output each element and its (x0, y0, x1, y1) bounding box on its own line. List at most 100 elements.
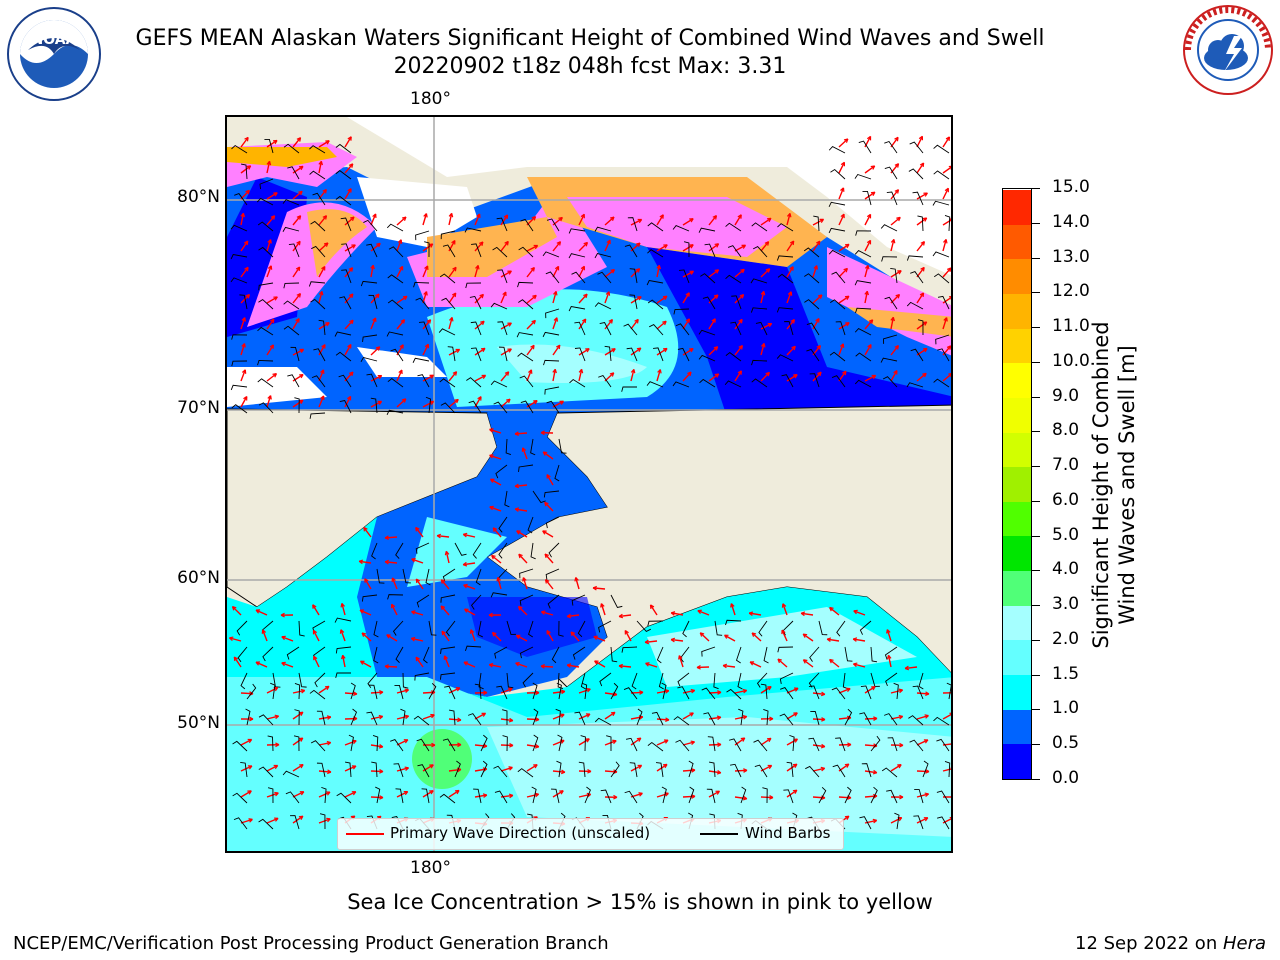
wave-direction-arrow (760, 268, 771, 278)
wave-arrowhead (566, 613, 572, 619)
wind-barb (574, 347, 586, 362)
wind-barb (465, 282, 482, 289)
wave-arrowhead (274, 817, 279, 822)
wave-direction-arrow (344, 344, 352, 356)
wave-arrowhead (535, 690, 540, 696)
wave-arrowhead (923, 817, 929, 822)
wave-direction-arrow (500, 687, 513, 694)
wind-barb (439, 672, 456, 680)
wave-direction-arrow (266, 715, 279, 720)
wave-arrowhead (322, 215, 328, 220)
wind-barb (366, 373, 378, 388)
wind-barb (777, 273, 794, 284)
wind-barb (335, 170, 352, 180)
wave-direction-arrow (522, 447, 528, 460)
colorbar-tick-mark (1032, 188, 1040, 189)
wave-direction-arrow (890, 345, 899, 356)
wave-direction-arrow (463, 661, 476, 668)
wind-barb (917, 319, 924, 336)
lat-label-50: 50°N (177, 713, 220, 733)
wave-direction-arrow (708, 373, 720, 382)
wave-direction-arrow (370, 796, 384, 799)
lat-label-70: 70°N (177, 398, 220, 418)
wave-arrowhead (896, 216, 901, 222)
wind-barb (387, 299, 404, 310)
wind-barb (395, 788, 404, 804)
wave-direction-arrow (422, 265, 429, 278)
wave-direction-arrow (786, 712, 798, 720)
colorbar-label: Significant Height of Combined Wind Wave… (1088, 275, 1140, 695)
wind-barb (781, 374, 794, 388)
wave-arrowhead (483, 690, 488, 696)
wind-barb (313, 348, 326, 362)
wave-arrowhead (267, 239, 272, 244)
wave-arrowhead (532, 294, 537, 300)
wave-direction-arrow (682, 712, 694, 720)
wind-barb (477, 620, 483, 638)
wind-barb (335, 143, 352, 154)
wind-barb (440, 646, 456, 655)
wave-direction-arrow (916, 739, 929, 746)
wind-barb (368, 684, 378, 700)
wave-direction-arrow (552, 713, 565, 720)
wave-arrowhead (398, 369, 403, 375)
wave-arrowhead (847, 742, 852, 748)
wave-direction-arrow (491, 554, 502, 564)
wave-direction-arrow (751, 632, 762, 642)
wave-direction-swatch (346, 833, 384, 835)
wind-barb (859, 620, 872, 635)
wind-barb (371, 542, 378, 560)
wind-barb (594, 226, 612, 232)
wave-arrowhead (662, 763, 668, 769)
wind-barb (753, 739, 768, 752)
wind-barb (425, 568, 431, 586)
wave-arrowhead (943, 317, 948, 322)
wave-arrowhead (843, 138, 849, 143)
wind-barb (808, 685, 820, 700)
wave-direction-arrow (864, 165, 876, 174)
nws-logo (1180, 2, 1273, 95)
wave-direction-arrow (593, 635, 606, 642)
wind-barb (336, 792, 352, 804)
wind-barb (335, 351, 352, 362)
wave-direction-arrow (344, 244, 356, 252)
wave-direction-arrow (422, 790, 434, 798)
colorbar-tick-label: 1.5 (1052, 663, 1080, 684)
wave-arrowhead (475, 265, 480, 270)
wind-barb (518, 246, 534, 258)
wave-arrowhead (802, 633, 808, 638)
wave-arrowhead (581, 318, 587, 324)
wind-barb (584, 786, 591, 804)
wave-arrowhead (404, 688, 409, 693)
wave-direction-arrow (853, 610, 866, 616)
wind-barb (256, 197, 274, 206)
wind-barb (230, 277, 248, 284)
wave-direction-arrow (318, 716, 331, 720)
wave-direction-arrow (624, 630, 632, 642)
wind-barb (232, 792, 248, 804)
wave-arrowhead (478, 241, 484, 246)
wave-arrowhead (872, 769, 878, 775)
wave-direction-arrow (344, 396, 352, 408)
wave-direction-arrow (578, 265, 585, 278)
wave-direction-arrow (604, 319, 613, 330)
wind-barb (661, 682, 667, 700)
wave-direction-arrow (552, 739, 565, 746)
wind-barb (442, 568, 456, 582)
wave-direction-arrow (344, 267, 354, 278)
wave-direction-arrow (734, 370, 742, 382)
wind-barb (283, 325, 300, 336)
wind-barb (258, 766, 274, 778)
wave-arrowhead (944, 187, 949, 193)
wave-direction-arrow (760, 371, 770, 382)
wave-arrowhead (819, 218, 825, 223)
wind-barb (682, 620, 690, 638)
wind-barb (713, 672, 719, 690)
wave-arrowhead (787, 291, 793, 296)
wave-direction-arrow (396, 216, 407, 226)
wave-direction-arrow (266, 344, 274, 356)
wave-direction-arrow (567, 614, 580, 618)
wave-direction-arrow (812, 718, 826, 721)
wind-barb (906, 382, 924, 388)
wave-direction-arrow (448, 348, 460, 356)
